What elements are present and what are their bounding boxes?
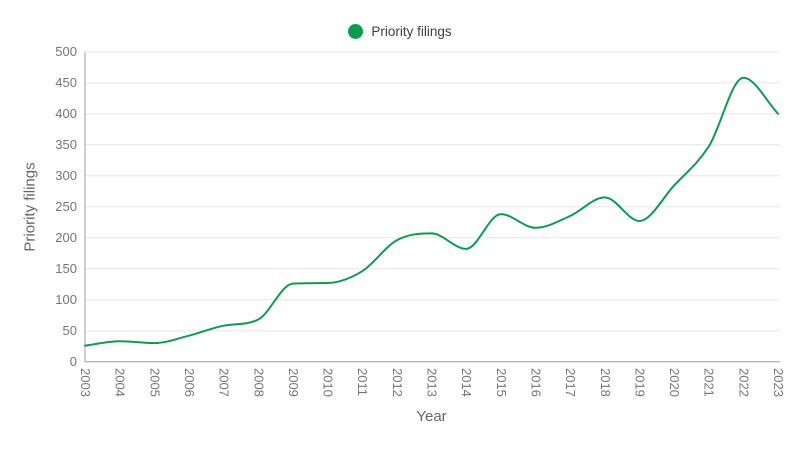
legend-marker-icon: [348, 23, 364, 39]
legend-label: Priority filings: [371, 23, 452, 39]
x-tick-label: 2013: [425, 368, 440, 397]
x-axis-title: Year: [416, 408, 447, 425]
y-tick-label: 250: [55, 199, 77, 214]
x-tick-label: 2012: [390, 368, 405, 397]
series-line-priority-filings[interactable]: [84, 76, 779, 347]
x-tick-label: 2014: [459, 368, 474, 397]
y-tick-label: 450: [55, 75, 77, 90]
x-tick-label: 2005: [147, 368, 162, 397]
x-tick-label: 2015: [494, 368, 509, 397]
x-tick-label: 2009: [286, 368, 301, 397]
x-tick-label: 2019: [632, 368, 647, 397]
x-tick-label: 2022: [736, 368, 751, 397]
y-tick-label: 400: [55, 106, 77, 121]
legend: Priority filings: [0, 22, 800, 40]
y-tick-label: 150: [55, 261, 77, 276]
x-tick-label: 2023: [771, 368, 786, 397]
x-tick-label: 2007: [217, 368, 232, 397]
y-tick-label: 50: [63, 323, 77, 338]
x-tick-label: 2020: [667, 368, 682, 397]
y-tick-label: 300: [55, 168, 77, 183]
x-tick-label: 2021: [702, 368, 717, 397]
y-tick-label: 100: [55, 292, 77, 307]
x-tick-label: 2008: [251, 368, 266, 397]
x-tick-label: 2011: [355, 368, 370, 396]
x-tick-label: 2003: [78, 368, 93, 397]
legend-item-priority-filings[interactable]: Priority filings: [348, 23, 452, 39]
y-tick-label: 200: [55, 230, 77, 245]
x-tick-label: 2004: [113, 368, 128, 397]
y-tick-label: 350: [55, 137, 77, 152]
x-tick-label: 2016: [529, 368, 544, 397]
x-tick-label: 2010: [321, 368, 336, 397]
x-tick-label: 2006: [182, 368, 197, 397]
y-tick-label: 500: [55, 44, 77, 59]
y-tick-label: 0: [70, 354, 77, 369]
x-tick-label: 2017: [563, 368, 578, 397]
x-tick-label: 2018: [598, 368, 613, 397]
